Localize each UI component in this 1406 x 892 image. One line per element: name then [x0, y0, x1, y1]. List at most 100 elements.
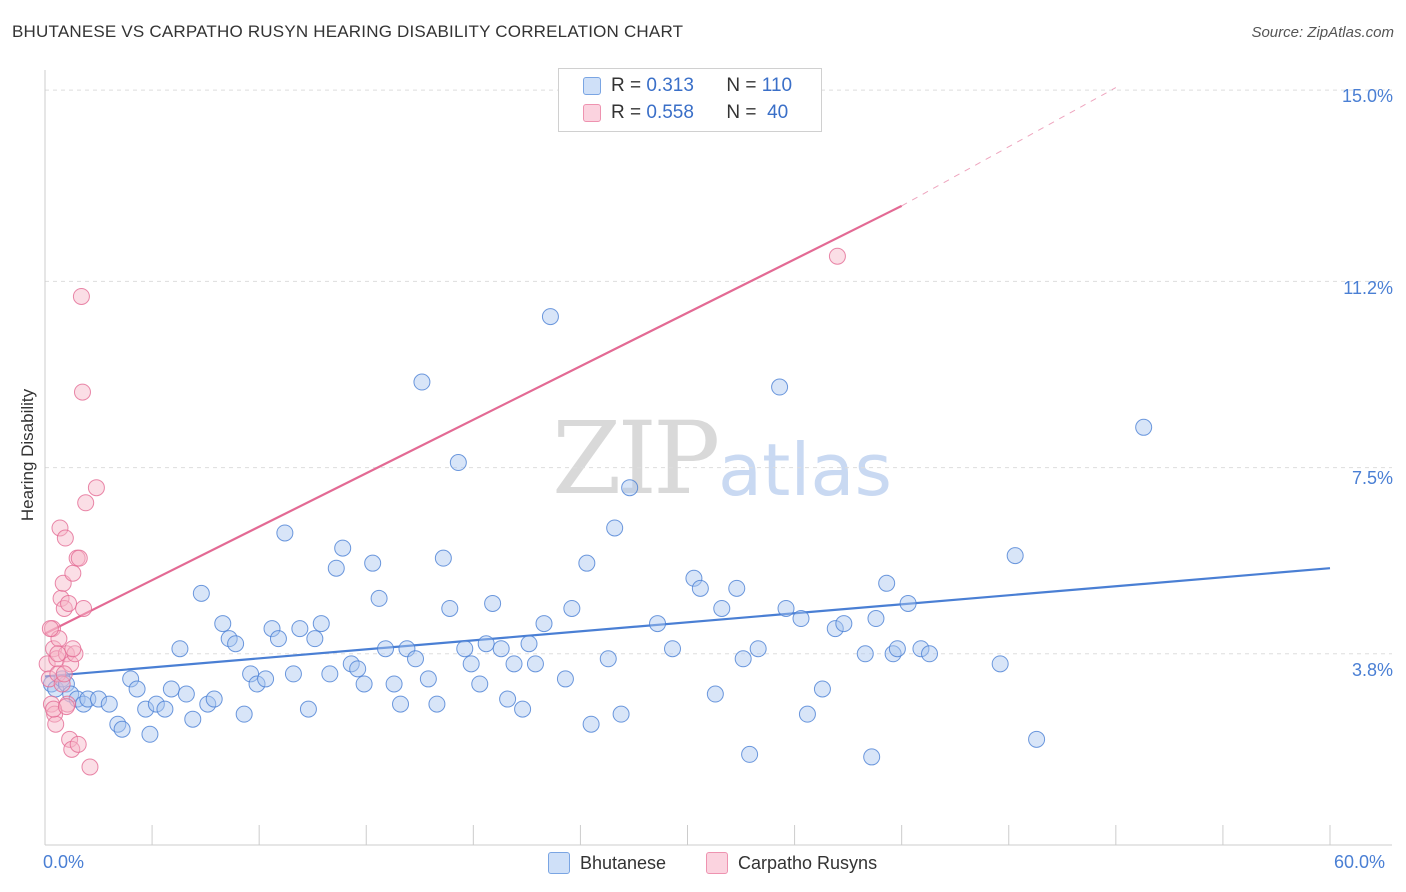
- point-0-17: [156, 700, 174, 718]
- point-0-21: [184, 710, 202, 728]
- point-1-30: [77, 494, 95, 512]
- point-0-30: [248, 675, 266, 693]
- point-0-87: [734, 650, 752, 668]
- source-label: Source: ZipAtlas.com: [1251, 24, 1394, 41]
- trend-lines: [44, 87, 1331, 678]
- point-1-20: [62, 655, 80, 673]
- y-tick-label-11-2: 11.2%: [1343, 278, 1393, 298]
- point-0-95: [826, 620, 844, 638]
- point-0-36: [291, 620, 309, 638]
- point-0-72: [556, 670, 574, 688]
- point-0-105: [991, 655, 1009, 673]
- point-0-102: [899, 594, 917, 612]
- point-1-39: [828, 247, 846, 265]
- point-0-91: [777, 599, 795, 617]
- point-0-90: [771, 378, 789, 396]
- point-0-96: [835, 615, 853, 633]
- point-0-62: [477, 635, 495, 653]
- point-0-13: [128, 680, 146, 698]
- point-0-54: [419, 670, 437, 688]
- point-0-83: [691, 579, 709, 597]
- point-0-74: [578, 554, 596, 572]
- r-value: 0.313: [646, 75, 694, 96]
- point-0-55: [428, 695, 446, 713]
- point-1-12: [53, 675, 71, 693]
- point-0-57: [441, 599, 459, 617]
- point-1-35: [55, 665, 73, 683]
- point-0-89: [749, 640, 767, 658]
- point-0-69: [526, 655, 544, 673]
- point-0-61: [471, 675, 489, 693]
- point-0-33: [269, 630, 287, 648]
- point-0-107: [1028, 730, 1046, 748]
- y-tick-label-3-8: 3.8%: [1351, 660, 1393, 680]
- stats-legend: R = 0.313 N = 110 R = 0.558 N = 40: [558, 68, 822, 132]
- point-0-46: [364, 554, 382, 572]
- point-0-63: [484, 594, 502, 612]
- y-axis-label: Hearing Disability: [18, 388, 37, 522]
- point-1-28: [73, 383, 91, 401]
- point-0-66: [505, 655, 523, 673]
- point-0-45: [355, 675, 373, 693]
- y-tick-label-7-5: 7.5%: [1351, 468, 1393, 488]
- legend-row-carpatho-rusyns: R = 0.558 N = 40: [583, 100, 788, 126]
- point-1-8: [49, 665, 67, 683]
- point-1-26: [70, 549, 88, 567]
- point-0-103: [912, 640, 930, 658]
- bhutanese-swatch: [583, 77, 601, 95]
- point-0-18: [162, 680, 180, 698]
- point-0-52: [407, 650, 425, 668]
- point-0-88: [741, 745, 759, 763]
- point-0-82: [685, 569, 703, 587]
- r-label: R =: [611, 75, 642, 96]
- point-1-10: [51, 519, 69, 537]
- point-1-29: [75, 599, 93, 617]
- n-label: N =: [726, 75, 757, 96]
- point-0-92: [792, 610, 810, 628]
- point-0-41: [327, 559, 345, 577]
- point-1-6: [47, 715, 65, 733]
- trend-line-dashed-1: [901, 87, 1117, 207]
- point-0-80: [649, 615, 667, 633]
- point-0-49: [385, 675, 403, 693]
- point-0-104: [921, 645, 939, 663]
- point-1-31: [81, 758, 99, 776]
- point-0-59: [456, 640, 474, 658]
- point-1-34: [49, 645, 67, 663]
- carpatho-rusyns-legend-swatch: [706, 852, 728, 874]
- point-0-106: [1006, 547, 1024, 565]
- x-tick-label-min: 0.0%: [43, 852, 85, 872]
- legend-item-carpatho-rusyns: Carpatho Rusyns: [706, 852, 877, 874]
- point-0-78: [612, 705, 630, 723]
- point-0-25: [214, 615, 232, 633]
- carpatho-rusyns-legend-label: Carpatho Rusyns: [738, 852, 878, 873]
- point-1-15: [56, 529, 74, 547]
- watermark-zip: ZIP: [552, 400, 720, 517]
- point-0-100: [867, 610, 885, 628]
- point-1-33: [41, 620, 59, 638]
- r-label: R =: [611, 102, 642, 123]
- point-1-25: [69, 735, 87, 753]
- legend-row-bhutanese: R = 0.313 N = 110: [583, 73, 792, 99]
- point-0-67: [514, 700, 532, 718]
- point-0-79: [621, 479, 639, 497]
- watermark-atlas: atlas: [718, 428, 892, 512]
- point-0-71: [541, 308, 559, 326]
- point-0-38: [306, 630, 324, 648]
- bhutanese-legend-label: Bhutanese: [580, 852, 667, 873]
- point-0-76: [599, 650, 617, 668]
- point-0-15: [141, 725, 159, 743]
- point-0-24: [205, 690, 223, 708]
- point-0-81: [664, 640, 682, 658]
- point-1-38: [57, 698, 75, 716]
- point-0-29: [242, 665, 260, 683]
- point-0-40: [321, 665, 339, 683]
- point-0-9: [100, 695, 118, 713]
- point-0-97: [856, 645, 874, 663]
- point-0-16: [147, 695, 165, 713]
- point-0-68: [520, 635, 538, 653]
- x-tick-label-max: 60.0%: [1334, 852, 1386, 872]
- point-0-50: [392, 695, 410, 713]
- point-1-37: [45, 700, 63, 718]
